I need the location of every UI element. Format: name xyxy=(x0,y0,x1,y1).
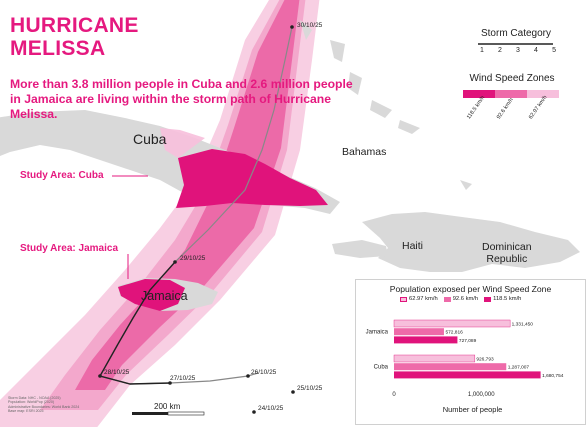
wind-legend-high xyxy=(463,90,495,98)
storm-category-4: 4 xyxy=(534,47,538,54)
chart-xlabel: Number of people xyxy=(443,405,503,414)
storm-category-5: 5 xyxy=(552,47,556,54)
chart-category-label-cuba: Cuba xyxy=(374,365,389,371)
chart-bar-cuba-1 xyxy=(394,363,507,371)
scale-bar-half xyxy=(167,411,205,416)
land-bahamas-1 xyxy=(330,40,345,62)
study-area-cuba-label: Study Area: Cuba xyxy=(20,170,104,181)
track-point-30-10 xyxy=(290,25,294,29)
map-subtitle: More than 3.8 million people in Cuba and… xyxy=(10,77,353,121)
track-point-24-10 xyxy=(252,410,256,414)
wind-zone-mid xyxy=(40,0,306,410)
footnote: Storm Data: NHC - NOAA (2025) Population… xyxy=(8,396,128,414)
chart-legend-item-mid: 92.6 km/h xyxy=(443,296,479,302)
chart-legend-swatch-high xyxy=(484,296,492,302)
footnote-line-2: Population: WorldPop (2020) xyxy=(8,400,55,405)
track-date-26-10: 26/10/25 xyxy=(251,369,277,376)
storm-category-3: 3 xyxy=(516,47,520,54)
chart-legend-item-low: 62.97 km/h xyxy=(400,296,438,302)
chart-value-label-jamaica-0: 1,331,450 xyxy=(512,322,534,328)
track-date-25-10: 25/10/25 xyxy=(297,385,323,392)
storm-category-1: 1 xyxy=(480,47,484,54)
map-title-line-1: HURRICANE xyxy=(10,14,139,37)
label-bahamas: Bahamas xyxy=(342,146,387,158)
chart-xtick-label-1: 1,000,000 xyxy=(468,392,495,398)
land-turks-caicos xyxy=(460,180,472,190)
footnote-line-1: Storm Data: NHC - NOAA (2025) xyxy=(8,396,61,400)
population-bar-chart: Jamaica 1,331,450 572,816 727,089 Cuba 926,79… xyxy=(366,319,564,414)
chart-legend-item-high: 118.5 km/h xyxy=(484,296,521,302)
chart-legend-label-mid: 92.6 km/h xyxy=(452,296,479,302)
track-point-26-10 xyxy=(246,374,250,378)
label-haiti: Haiti xyxy=(402,240,424,252)
land-bahamas-2 xyxy=(348,72,362,95)
chart-value-label-jamaica-2: 727,089 xyxy=(459,338,477,344)
map-title-line-2: MELISSA xyxy=(10,37,106,60)
land-bahamas-5 xyxy=(300,20,312,40)
study-area-cuba xyxy=(176,149,328,208)
storm-category-scale: 1 2 3 4 5 xyxy=(480,47,556,54)
map-title: HURRICANE MELISSA xyxy=(10,14,250,60)
chart-value-label-cuba-0: 926,793 xyxy=(476,357,494,363)
storm-track-category-lines xyxy=(98,343,171,385)
chart-bar-cuba-2 xyxy=(394,371,541,379)
chart-legend-label-high: 118.5 km/h xyxy=(493,296,522,302)
storm-category-2: 2 xyxy=(498,47,502,54)
label-jamaica: Jamaica xyxy=(141,289,188,303)
wind-legend-low xyxy=(527,90,559,98)
track-date-30-10: 30/10/25 xyxy=(297,22,323,29)
population-chart-panel: Population exposed per Wind Speed Zone 6… xyxy=(355,279,586,425)
chart-title: Population exposed per Wind Speed Zone xyxy=(389,284,552,294)
track-point-29-10 xyxy=(173,260,177,264)
label-dominican-republic-line-2: Republic xyxy=(486,253,528,265)
study-area-cuba-light xyxy=(160,128,205,158)
land-haiti-southern-peninsula xyxy=(332,240,388,258)
chart-bar-jamaica-1 xyxy=(394,328,444,336)
chart-value-label-jamaica-1: 572,816 xyxy=(445,330,463,336)
study-area-jamaica xyxy=(118,279,185,311)
chart-category-label-jamaica: Jamaica xyxy=(366,330,389,336)
storm-track-category-lines-2 xyxy=(117,261,176,345)
chart-bar-jamaica-2 xyxy=(394,336,458,344)
chart-xtick-label-0: 0 xyxy=(392,392,396,398)
scale-bar-label: 200 km xyxy=(154,402,181,411)
chart-legend: 62.97 km/h 92.6 km/h 118.5 km/h xyxy=(400,296,521,302)
land-bahamas-4 xyxy=(398,120,420,134)
study-area-jamaica-label: Study Area: Jamaica xyxy=(20,243,119,254)
label-dominican-republic: Dominican Republic xyxy=(482,241,532,265)
chart-value-label-cuba-2: 1,680,754 xyxy=(542,373,564,379)
footnote-line-3: Administrative Boundaries: World Bank 20… xyxy=(8,404,80,409)
chart-legend-swatch-mid xyxy=(443,296,451,302)
chart-legend-label-low: 62.97 km/h xyxy=(409,296,438,302)
chart-value-label-cuba-1: 1,287,007 xyxy=(508,365,530,371)
track-point-28-10 xyxy=(98,374,102,378)
chart-legend-swatch-low xyxy=(400,296,407,302)
track-point-27-10 xyxy=(168,381,172,385)
land-bahamas-3 xyxy=(370,100,392,118)
wind-speed-title: Wind Speed Zones xyxy=(469,73,555,84)
storm-category-title: Storm Category xyxy=(480,28,552,39)
label-dominican-republic-line-1: Dominican xyxy=(482,241,532,253)
track-date-28-10: 28/10/25 xyxy=(104,369,130,376)
track-date-24-10: 24/10/25 xyxy=(258,405,284,412)
label-cuba: Cuba xyxy=(133,131,167,147)
wind-legend-mid xyxy=(495,90,527,98)
track-date-29-10: 29/10/25 xyxy=(180,255,206,262)
track-point-25-10 xyxy=(291,390,295,394)
track-date-27-10: 27/10/25 xyxy=(170,375,196,382)
chart-bar-jamaica-0 xyxy=(393,319,511,328)
land-hispaniola xyxy=(362,212,580,272)
chart-bar-cuba-0 xyxy=(393,354,476,363)
footnote-line-4: Base map: ESRI 2025 xyxy=(8,409,44,414)
